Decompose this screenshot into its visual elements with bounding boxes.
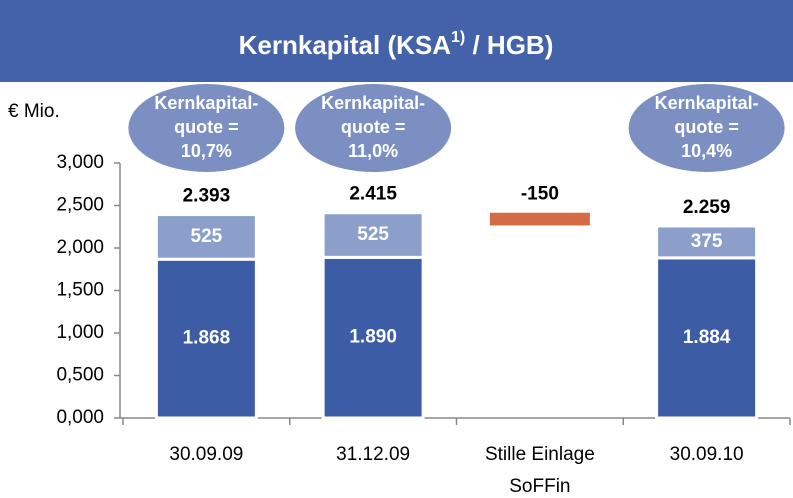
bar-segment: [154, 213, 258, 261]
ratio-label: quote =: [174, 117, 239, 137]
total-label: 2.415: [349, 184, 397, 205]
ratio-bubble: [628, 84, 785, 172]
x-tick-label: 31.12.09: [336, 444, 410, 465]
title-text: / HGB): [465, 30, 553, 60]
bar-segment: [321, 211, 425, 259]
ratio-label: 11,0%: [348, 141, 398, 161]
ratio-bubble: [295, 84, 452, 172]
y-tick-label: 1,000: [56, 322, 104, 343]
bar-segment: [489, 212, 590, 226]
ratio-label: 10,7%: [181, 141, 232, 161]
bar-segment: [655, 224, 759, 260]
ratio-label: Kernkapital-: [154, 93, 258, 113]
x-tick-label: Stille Einlage: [485, 444, 595, 465]
total-label: 2.393: [183, 186, 231, 207]
y-tick-label: 2,000: [56, 237, 104, 258]
ratio-label: 10,4%: [681, 141, 732, 161]
x-tick-label: SoFFin: [509, 476, 570, 497]
title-text: Kernkapital (KSA: [239, 30, 452, 60]
value-label: 525: [357, 224, 389, 245]
y-tick-label: 0,000: [56, 407, 104, 428]
title-sup: 1): [451, 29, 465, 46]
value-label: 375: [691, 231, 723, 252]
ratio-label: Kernkapital-: [655, 93, 759, 113]
y-tick-label: 3,000: [56, 152, 104, 173]
unit-label: € Mio.: [8, 101, 60, 122]
y-tick-label: 2,500: [56, 195, 104, 216]
x-tick-label: 30.09.10: [670, 444, 744, 465]
value-label: 1.890: [349, 327, 397, 348]
bar-segment: [655, 256, 759, 420]
bar-segment: [154, 257, 258, 420]
ratio-label: quote =: [341, 117, 406, 137]
ratio-label: quote =: [674, 117, 739, 137]
x-tick-label: 30.09.09: [169, 444, 243, 465]
value-label: 525: [191, 226, 223, 247]
chart-title: Kernkapital (KSA1) / HGB): [239, 29, 554, 60]
value-label: -150: [521, 184, 559, 205]
total-label: 2.259: [683, 197, 731, 218]
ratio-label: Kernkapital-: [321, 93, 425, 113]
value-label: 1.868: [183, 328, 231, 349]
ratio-bubble: [128, 84, 285, 172]
y-tick-label: 0,500: [56, 365, 104, 386]
title-banner: [0, 0, 793, 82]
y-tick-label: 1,500: [56, 280, 104, 301]
value-label: 1.884: [683, 327, 731, 348]
bar-segment: [321, 255, 425, 420]
